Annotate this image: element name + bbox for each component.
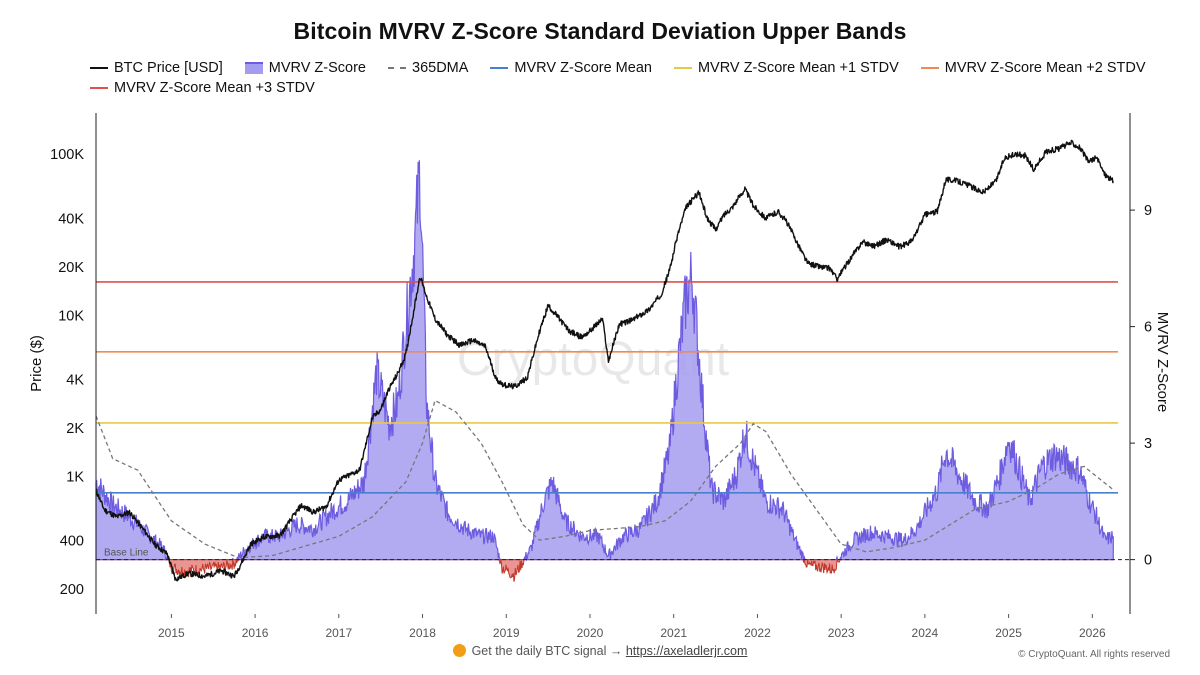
left-tick-label: 100K: [50, 147, 84, 163]
dma365-line: [95, 399, 1114, 559]
legend-item[interactable]: MVRV Z-Score: [244, 60, 366, 76]
right-tick-label: 3: [1144, 436, 1152, 452]
legend-item[interactable]: 365DMA: [388, 60, 468, 76]
left-tick-label: 20K: [58, 260, 84, 276]
left-tick-label: 2K: [66, 421, 84, 437]
btc-price-line: [95, 139, 1114, 582]
x-tick-label: 2016: [242, 626, 269, 640]
legend-swatch: [673, 67, 692, 69]
legend-item[interactable]: MVRV Z-Score Mean: [490, 60, 652, 76]
left-tick-label: 4K: [66, 372, 84, 388]
legend-swatch: [920, 67, 939, 69]
x-tick-label: 2019: [493, 626, 520, 640]
x-tick-label: 2021: [660, 626, 687, 640]
right-tick-label: 6: [1144, 320, 1152, 336]
legend-label: MVRV Z-Score Mean +1 STDV: [697, 60, 899, 76]
x-tick-label: 2022: [744, 626, 771, 640]
legend-label: 365DMA: [412, 60, 469, 76]
x-tick-label: 2026: [1079, 626, 1106, 640]
legend-label: BTC Price [USD]: [114, 60, 223, 76]
legend-swatch: [490, 67, 509, 69]
left-tick-label: 40K: [58, 211, 84, 227]
legend: BTC Price [USD] MVRV Z-Score 365DMA MVRV Z-…: [90, 58, 1150, 98]
chart-title: Bitcoin MVRV Z-Score Standard Deviation …: [293, 18, 907, 44]
x-tick-label: 2025: [995, 626, 1022, 640]
right-tick-label: 9: [1144, 203, 1152, 219]
x-tick-label: 2018: [409, 626, 436, 640]
legend-swatch: [244, 62, 263, 74]
legend-label: MVRV Z-Score Mean +2 STDV: [944, 60, 1146, 76]
right-tick-label: 0: [1144, 553, 1152, 569]
legend-item[interactable]: MVRV Z-Score Mean +1 STDV: [673, 60, 899, 76]
x-tick-label: 2020: [577, 626, 604, 640]
x-tick-label: 2024: [912, 626, 939, 640]
legend-swatch: [90, 67, 108, 69]
x-tick-label: 2015: [158, 626, 185, 640]
copyright: © CryptoQuant. All rights reserved: [1018, 649, 1170, 660]
left-tick-label: 200: [60, 582, 84, 598]
mvrv-zscore-negative-area: [95, 558, 1114, 582]
signal-dot-icon: [452, 644, 466, 657]
x-tick-label: 2017: [325, 626, 352, 640]
left-tick-label: 1K: [66, 469, 84, 485]
x-tick-label: 2023: [828, 626, 855, 640]
left-tick-label: 400: [60, 534, 84, 550]
legend-item[interactable]: MVRV Z-Score Mean +2 STDV: [920, 60, 1146, 76]
legend-item[interactable]: MVRV Z-Score Mean +3 STDV: [90, 80, 315, 96]
signal-link[interactable]: https://axeladlerjr.com: [625, 644, 748, 658]
legend-swatch: [90, 87, 108, 89]
legend-item[interactable]: BTC Price [USD]: [90, 60, 223, 76]
legend-row-2: MVRV Z-Score Mean +3 STDV: [90, 78, 1150, 98]
legend-label: MVRV Z-Score: [268, 60, 366, 76]
baseline-label: Base Line: [104, 548, 149, 559]
left-tick-label: 10K: [58, 308, 84, 324]
left-axis-title: Price ($): [28, 335, 45, 392]
footer-signal[interactable]: Get the daily BTC signal → https://axela…: [0, 644, 1200, 658]
legend-swatch: [388, 67, 406, 69]
right-axis-title: MVRV Z-Score: [1154, 312, 1171, 413]
legend-row-1: BTC Price [USD] MVRV Z-Score 365DMA MVRV Z-…: [90, 58, 1150, 78]
legend-label: MVRV Z-Score Mean +3 STDV: [114, 80, 315, 96]
legend-label: MVRV Z-Score Mean: [514, 60, 652, 76]
signal-text: Get the daily BTC signal →: [471, 644, 623, 658]
